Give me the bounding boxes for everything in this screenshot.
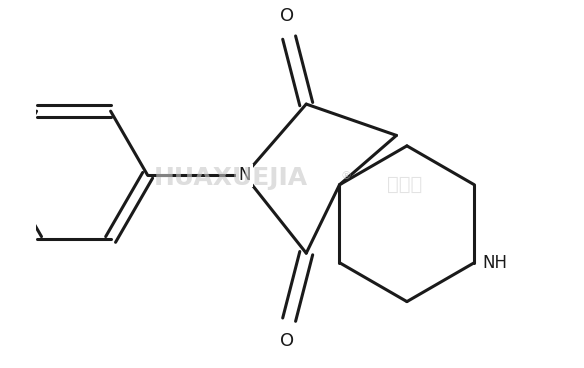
- Text: NH: NH: [482, 254, 507, 272]
- Text: HUAXUEJIA: HUAXUEJIA: [154, 166, 308, 190]
- Text: O: O: [280, 332, 294, 350]
- Text: N: N: [238, 166, 251, 184]
- Text: ®: ®: [340, 171, 352, 181]
- Text: O: O: [280, 7, 294, 25]
- Text: 化学加: 化学加: [387, 175, 422, 194]
